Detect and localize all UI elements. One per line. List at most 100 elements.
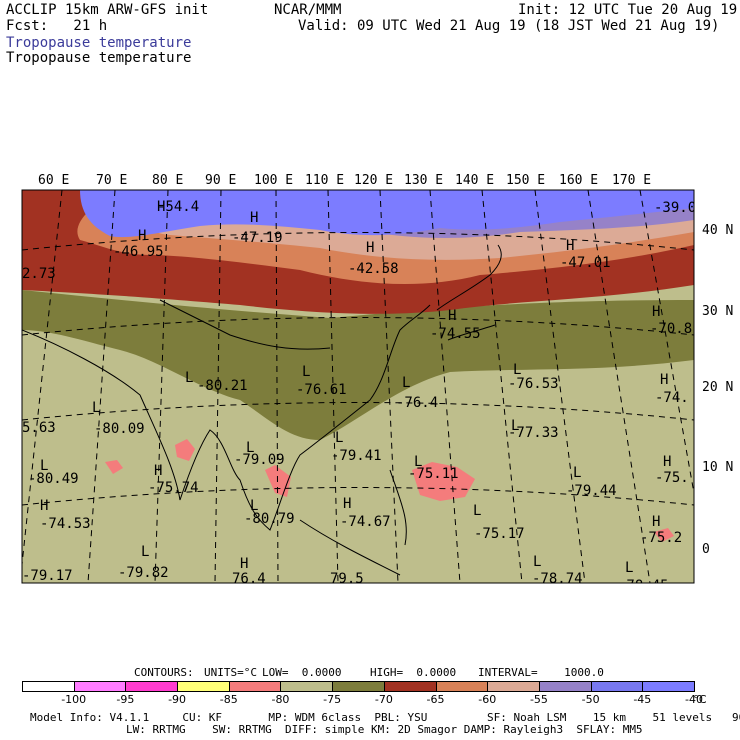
extremum-symbol: H [250,210,258,226]
extremum-value: 76.4 [232,571,266,587]
extremum-value: -75.11 [408,466,459,482]
contours-label: CONTOURS: [134,666,194,679]
contours-low: LOW= 0.0000 [262,666,342,679]
extremum-value: 2.73 [22,266,56,282]
extremum-value: -74.55 [430,326,481,342]
colorbar-swatch [332,681,385,692]
extremum-value: -46.95 [113,244,164,260]
extrema-markers: H-54.4H-47.19H-46.95 H-42.58H-47.01-39.02… [22,199,696,594]
longitude-label: 150 E [506,173,545,188]
extremum-value: 5.63 [22,420,56,436]
longitude-label: 100 E [254,173,293,188]
extremum-value: -76.53 [508,376,559,392]
extremum-value: -74. [655,390,689,406]
extremum-symbol: H [566,238,574,254]
latitude-labels: 40 N 30 N 20 N 10 N 0 [702,223,733,557]
forecast-hour: Fcst: 21 h [6,18,108,34]
extremum-value: -80.79 [244,511,295,527]
colorbar-tick-label: -40 [685,693,703,706]
pink-patch [412,462,475,501]
colorbar-tick-label: -75 [323,693,342,706]
colorbar-tick-label: -80 [271,693,290,706]
longitude-label: 70 E [96,173,127,188]
colorbar-swatch [590,681,644,692]
contours-high: HIGH= 0.0000 [370,666,457,679]
extremum-symbol: L [473,503,481,519]
colorbar-swatch [538,681,592,692]
longitude-labels: 60 E 70 E 80 E 90 E 100 E 110 E 120 E 130 E 140 … [38,173,651,188]
colorbar-swatch [22,681,75,692]
longitude-label: 130 E [404,173,443,188]
extremum-value: -78.74 [532,571,583,587]
colorbar-tick-label: -100 [61,693,87,706]
extremum-value: -39.0 [654,200,696,216]
field-title: Tropopause temperature [6,50,192,66]
contours-interval: INTERVAL= 1000.0 [478,666,604,679]
colorbar-swatch [228,681,282,692]
extremum-value: -79.82 [118,565,169,581]
extremum-symbol: H [343,496,351,512]
extremum-symbol: L [40,458,48,474]
extremum-value: -75.2 [640,530,682,546]
colorbar-swatch [383,681,437,692]
extremum-symbol: H [157,199,165,215]
extremum-symbol: L [185,370,193,386]
extremum-symbol: L [414,454,422,470]
colorbar-unit: °C [693,693,707,706]
pink-patch [654,528,674,542]
extremum-symbol: H [40,498,48,514]
extremum-value: -79.17 [22,568,73,584]
colorbar-swatch [487,681,540,692]
extremum-value: -76.4 [396,395,438,411]
graticule [22,190,694,583]
extremum-value: 79.5 [330,571,364,587]
model-physics: LW: RRTMG SW: RRTMG DIFF: simple KM: 2D … [126,723,643,736]
colorbar-swatch [177,681,230,692]
colorbar-tick-label: -70 [374,693,393,706]
extremum-symbol: L [511,418,519,434]
extremum-value: -80.49 [28,471,79,487]
colorbar-swatch [642,681,695,692]
extremum-symbol: L [402,375,410,391]
field-title-colored: Tropopause temperature [6,35,192,51]
extremum-value: -74.67 [340,514,391,530]
extremum-symbol: H [652,514,660,530]
extremum-value: -80.21 [197,378,248,394]
latitude-label: 30 N [702,304,733,319]
model-info: Model Info: V4.1.1 CU: KF MP: WDM 6class… [30,711,740,724]
extremum-value: -79.44 [566,483,617,499]
longitude-label: 90 E [205,173,236,188]
map-frame [21,189,695,584]
latitude-label: 10 N [702,460,733,475]
longitude-label: 170 E [612,173,651,188]
longitude-label: 110 E [305,173,344,188]
colorbar-tick-label: -90 [168,693,187,706]
init-time: Init: 12 UTC Tue 20 Aug 19 [518,2,738,18]
extremum-value: -75.74 [148,480,199,496]
extremum-value: -47.01 [560,255,611,271]
extremum-symbol: L [250,498,258,514]
latitude-label: 20 N [702,380,733,395]
extremum-symbol: L [302,364,310,380]
extremum-symbol: L [573,465,581,481]
olive-band [22,290,694,440]
latitude-label: 40 N [702,223,733,238]
valid-time: Valid: 09 UTC Wed 21 Aug 19 (18 JST Wed … [298,18,720,34]
organization-label: NCAR/MMM [274,2,342,18]
latitude-label: 0 [702,542,710,557]
colorbar-tick-label: -45 [633,693,652,706]
extremum-symbol: H [660,372,668,388]
extremum-value: -54.4 [157,199,199,215]
longitude-label: 60 E [38,173,69,188]
longitude-label: 120 E [354,173,393,188]
colorbar-swatch [73,681,127,692]
extremum-value: -77.33 [508,425,559,441]
extremum-value: -78.45 [618,578,669,594]
extremum-symbol: H [652,304,660,320]
extremum-value: -76.61 [296,382,347,398]
extremum-value: -42.58 [348,261,399,277]
extremum-symbol: L [335,430,343,446]
extremum-symbol: L [533,554,541,570]
colorbar-tick-label: -85 [219,693,238,706]
longitude-label: 160 E [559,173,598,188]
